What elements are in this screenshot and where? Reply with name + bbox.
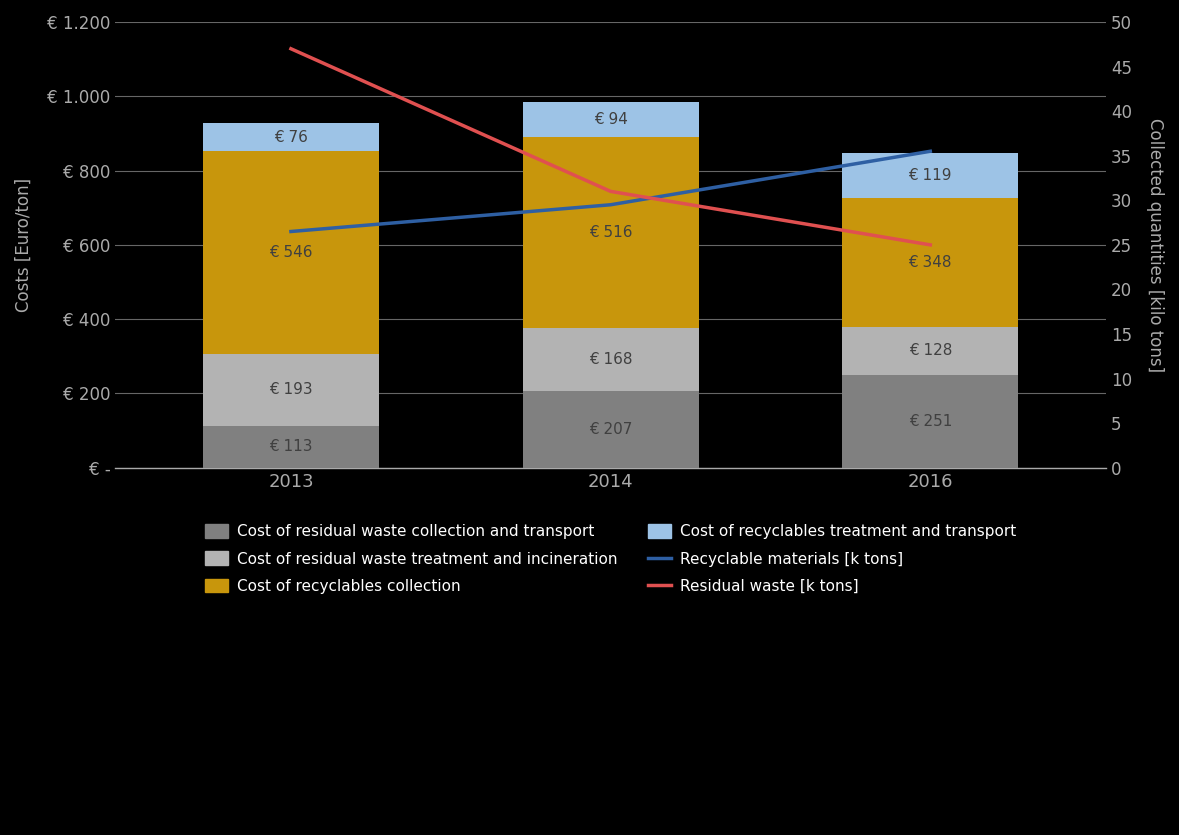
Text: € 119: € 119	[909, 168, 953, 183]
Text: € 516: € 516	[588, 225, 632, 240]
Text: € 251: € 251	[909, 413, 951, 428]
Bar	[522, 328, 698, 391]
Legend: Cost of residual waste collection and transport, Cost of residual waste treatmen: Cost of residual waste collection and tr…	[205, 524, 1016, 594]
Text: € 94: € 94	[594, 112, 627, 127]
Bar	[842, 327, 1019, 375]
Bar	[203, 426, 378, 468]
Text: € 207: € 207	[590, 422, 632, 437]
Text: € 76: € 76	[274, 129, 308, 144]
Bar	[522, 137, 698, 328]
Text: € 546: € 546	[269, 245, 312, 261]
Text: € 128: € 128	[909, 343, 951, 358]
Text: € 348: € 348	[909, 255, 953, 270]
Y-axis label: Costs [Euro/ton]: Costs [Euro/ton]	[15, 178, 33, 312]
Bar	[203, 354, 378, 426]
Bar	[203, 151, 378, 354]
Text: € 113: € 113	[269, 439, 312, 454]
Bar	[203, 123, 378, 151]
Bar	[522, 102, 698, 137]
Y-axis label: Collected quantities [kilo tons]: Collected quantities [kilo tons]	[1146, 118, 1164, 372]
Bar	[522, 391, 698, 468]
Bar	[842, 154, 1019, 198]
Bar	[842, 375, 1019, 468]
Text: € 168: € 168	[588, 352, 632, 367]
Bar	[842, 198, 1019, 327]
Text: € 193: € 193	[269, 382, 312, 397]
